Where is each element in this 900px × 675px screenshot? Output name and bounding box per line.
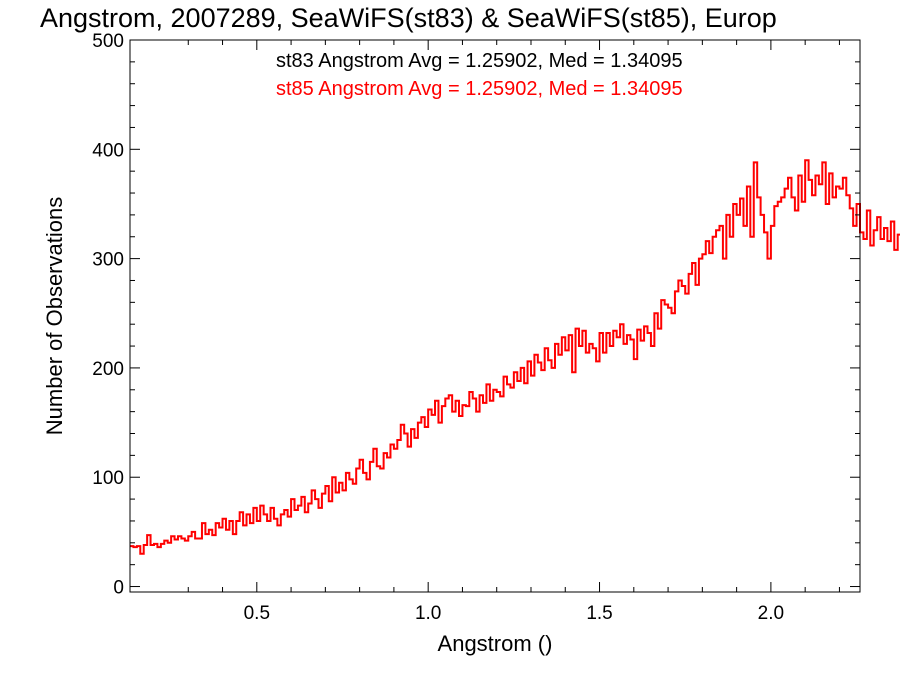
y-tick-label: 400 — [92, 140, 124, 161]
y-tick-label: 100 — [92, 468, 124, 489]
x-tick-label: 1.0 — [415, 603, 441, 624]
plot-frame — [129, 39, 861, 593]
x-axis-title: Angstrom () — [438, 631, 553, 656]
y-tick-label: 300 — [92, 250, 124, 271]
annotation-st85: st85 Angstrom Avg = 1.25902, Med = 1.340… — [276, 78, 683, 100]
x-tick-label: 0.5 — [244, 603, 270, 624]
chart-title: Angstrom, 2007289, SeaWiFS(st83) & SeaWi… — [40, 3, 777, 33]
series-line-0 — [130, 159, 900, 555]
y-tick-label: 200 — [92, 359, 124, 380]
x-tick-label: 1.5 — [586, 603, 612, 624]
plot-area: 0.5 1.0 1.5 2.0 0 100 200 300 400 500 — [92, 31, 900, 624]
y-tick-label: 500 — [92, 31, 124, 52]
x-tick-label: 2.0 — [758, 603, 784, 624]
annotation-st83: st83 Angstrom Avg = 1.25902, Med = 1.340… — [276, 50, 683, 72]
y-axis-title: Number of Observations — [42, 197, 67, 435]
y-tick-label: 0 — [113, 578, 124, 599]
